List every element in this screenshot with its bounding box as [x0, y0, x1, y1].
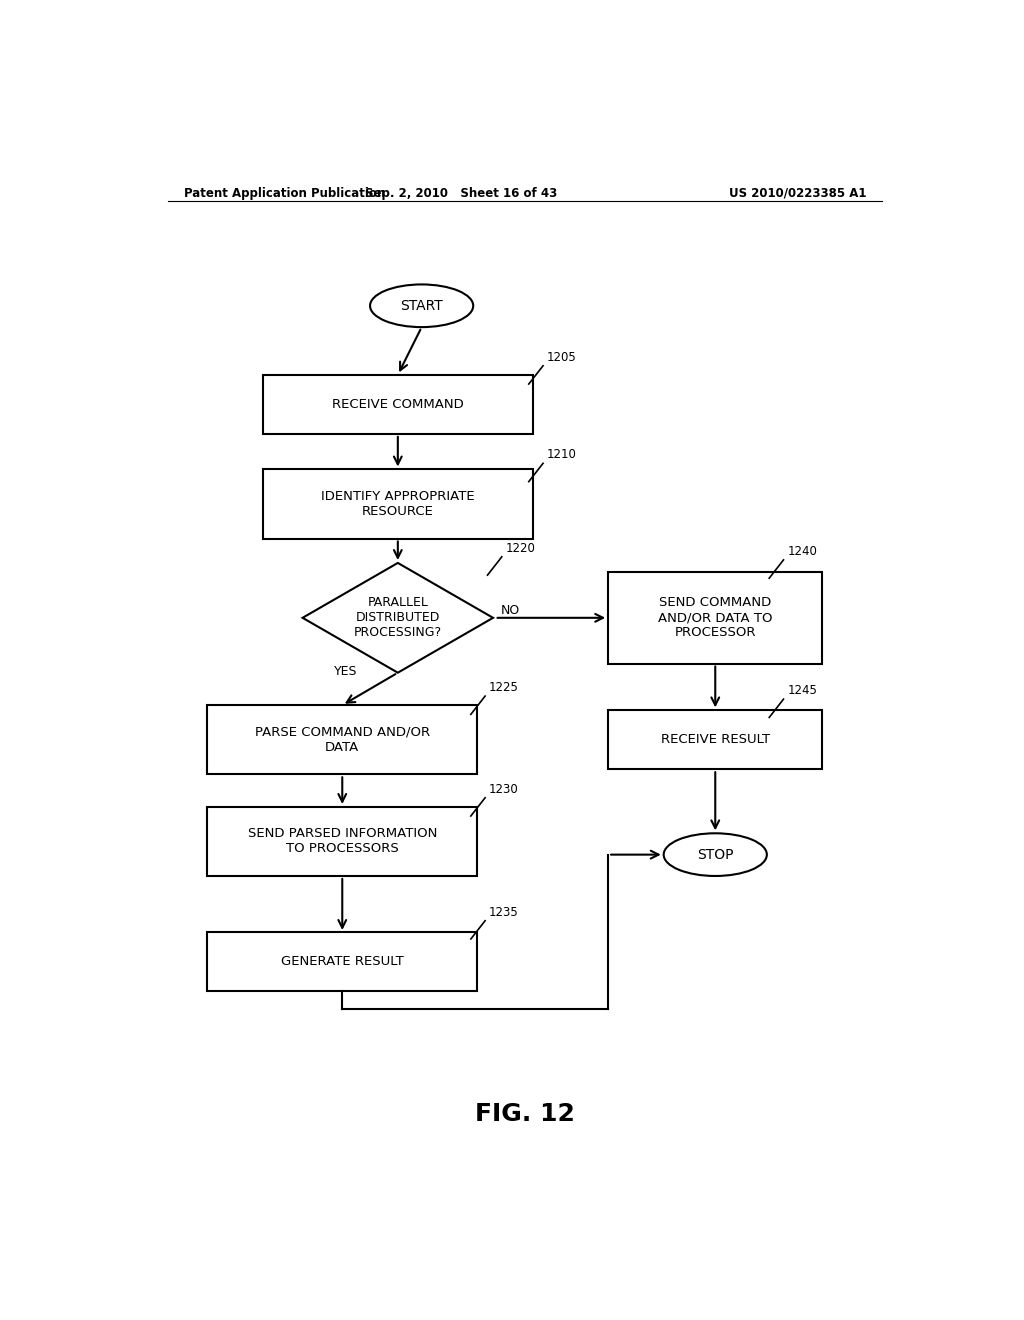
Text: STOP: STOP [697, 847, 733, 862]
FancyBboxPatch shape [207, 705, 477, 775]
Text: 1210: 1210 [547, 449, 577, 461]
Text: US 2010/0223385 A1: US 2010/0223385 A1 [728, 187, 866, 199]
Text: 1240: 1240 [787, 545, 817, 558]
Ellipse shape [664, 833, 767, 876]
Text: GENERATE RESULT: GENERATE RESULT [281, 954, 403, 968]
FancyBboxPatch shape [207, 932, 477, 991]
Text: SEND COMMAND
AND/OR DATA TO
PROCESSOR: SEND COMMAND AND/OR DATA TO PROCESSOR [658, 597, 772, 639]
Ellipse shape [370, 284, 473, 327]
Text: 1230: 1230 [489, 783, 519, 796]
Text: SEND PARSED INFORMATION
TO PROCESSORS: SEND PARSED INFORMATION TO PROCESSORS [248, 828, 437, 855]
Text: 1205: 1205 [547, 351, 577, 364]
Text: IDENTIFY APPROPRIATE
RESOURCE: IDENTIFY APPROPRIATE RESOURCE [321, 490, 475, 517]
Text: PARALLEL
DISTRIBUTED
PROCESSING?: PARALLEL DISTRIBUTED PROCESSING? [353, 597, 442, 639]
Text: NO: NO [501, 605, 520, 618]
Text: 1235: 1235 [489, 906, 519, 919]
FancyBboxPatch shape [207, 807, 477, 876]
FancyBboxPatch shape [263, 375, 532, 434]
Text: RECEIVE COMMAND: RECEIVE COMMAND [332, 397, 464, 411]
Polygon shape [303, 562, 494, 673]
Text: Patent Application Publication: Patent Application Publication [183, 187, 385, 199]
Text: Sep. 2, 2010   Sheet 16 of 43: Sep. 2, 2010 Sheet 16 of 43 [366, 187, 557, 199]
FancyBboxPatch shape [608, 572, 822, 664]
Text: FIG. 12: FIG. 12 [475, 1102, 574, 1126]
Text: 1225: 1225 [489, 681, 519, 694]
Text: YES: YES [334, 665, 357, 678]
FancyBboxPatch shape [608, 710, 822, 770]
Text: RECEIVE RESULT: RECEIVE RESULT [660, 734, 770, 746]
Text: PARSE COMMAND AND/OR
DATA: PARSE COMMAND AND/OR DATA [255, 726, 430, 754]
Text: 1220: 1220 [506, 541, 536, 554]
Text: START: START [400, 298, 443, 313]
FancyBboxPatch shape [263, 470, 532, 539]
Text: 1245: 1245 [787, 684, 817, 697]
